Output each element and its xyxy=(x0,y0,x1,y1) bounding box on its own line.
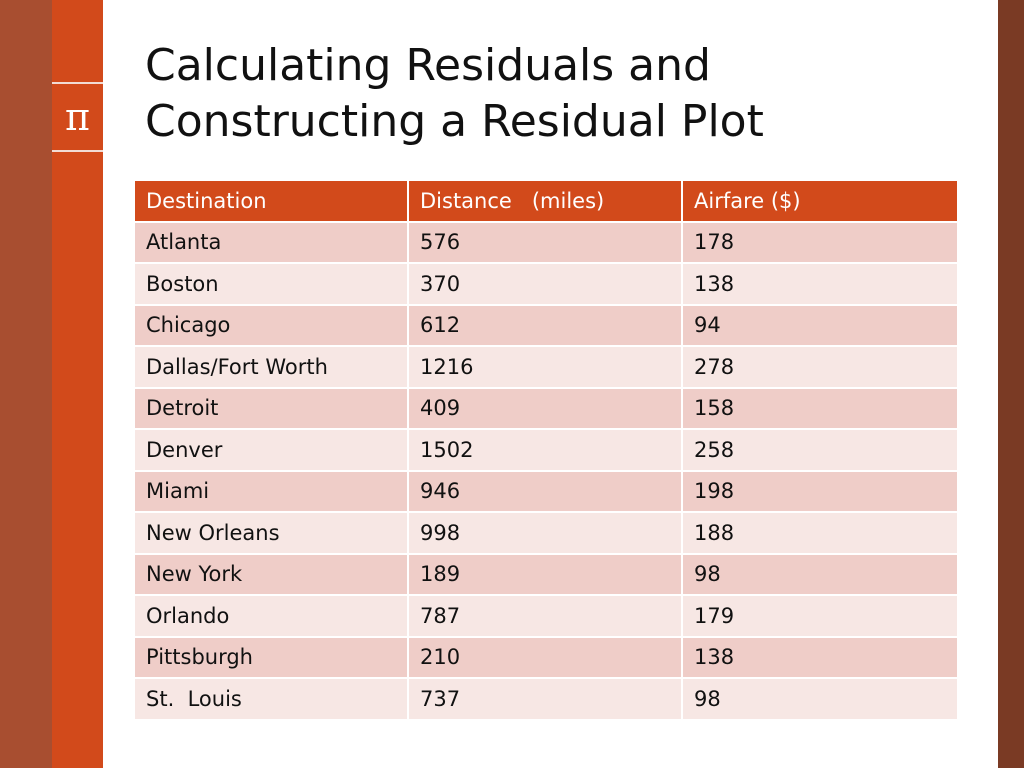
header-distance: Distance (miles) xyxy=(407,179,683,223)
cell-distance: 189 xyxy=(407,552,683,596)
table-row: Atlanta 576 178 xyxy=(133,220,959,264)
cell-airfare: 98 xyxy=(681,677,959,721)
cell-distance: 787 xyxy=(407,594,683,638)
table-row: New York 189 98 xyxy=(133,552,959,596)
cell-destination: Miami xyxy=(133,469,409,513)
cell-distance: 409 xyxy=(407,386,683,430)
table-row: New Orleans 998 188 xyxy=(133,511,959,555)
cell-destination: Pittsburgh xyxy=(133,635,409,679)
table-row: Dallas/Fort Worth 1216 278 xyxy=(133,345,959,389)
cell-distance: 1216 xyxy=(407,345,683,389)
cell-airfare: 179 xyxy=(681,594,959,638)
table-row: Orlando 787 179 xyxy=(133,594,959,638)
cell-destination: Orlando xyxy=(133,594,409,638)
title-line-2: Constructing a Residual Plot xyxy=(145,96,764,147)
cell-destination: Dallas/Fort Worth xyxy=(133,345,409,389)
cell-destination: Boston xyxy=(133,262,409,306)
title-line-1: Calculating Residuals and xyxy=(145,40,711,91)
cell-destination: St. Louis xyxy=(133,677,409,721)
page-title: Calculating Residuals and Constructing a… xyxy=(145,38,965,150)
table-row: Chicago 612 94 xyxy=(133,303,959,347)
pi-icon: π xyxy=(65,95,90,139)
cell-airfare: 94 xyxy=(681,303,959,347)
cell-distance: 998 xyxy=(407,511,683,555)
table-row: Detroit 409 158 xyxy=(133,386,959,430)
airfare-table: Destination Distance (miles) Airfare ($)… xyxy=(133,179,959,721)
cell-distance: 210 xyxy=(407,635,683,679)
cell-distance: 576 xyxy=(407,220,683,264)
table-header-row: Destination Distance (miles) Airfare ($) xyxy=(133,179,959,223)
cell-destination: Chicago xyxy=(133,303,409,347)
cell-airfare: 278 xyxy=(681,345,959,389)
cell-distance: 1502 xyxy=(407,428,683,472)
cell-airfare: 138 xyxy=(681,635,959,679)
table-row: St. Louis 737 98 xyxy=(133,677,959,721)
header-airfare: Airfare ($) xyxy=(681,179,959,223)
cell-airfare: 198 xyxy=(681,469,959,513)
cell-airfare: 158 xyxy=(681,386,959,430)
left-decorative-bar xyxy=(0,0,52,768)
table-row: Miami 946 198 xyxy=(133,469,959,513)
table-row: Pittsburgh 210 138 xyxy=(133,635,959,679)
right-decorative-bar xyxy=(998,0,1024,768)
cell-destination: Denver xyxy=(133,428,409,472)
table-row: Denver 1502 258 xyxy=(133,428,959,472)
cell-distance: 737 xyxy=(407,677,683,721)
cell-airfare: 258 xyxy=(681,428,959,472)
cell-airfare: 138 xyxy=(681,262,959,306)
cell-destination: New Orleans xyxy=(133,511,409,555)
cell-destination: Detroit xyxy=(133,386,409,430)
cell-destination: New York xyxy=(133,552,409,596)
cell-airfare: 178 xyxy=(681,220,959,264)
cell-destination: Atlanta xyxy=(133,220,409,264)
cell-airfare: 98 xyxy=(681,552,959,596)
left-accent-bar xyxy=(52,0,103,768)
header-destination: Destination xyxy=(133,179,409,223)
cell-airfare: 188 xyxy=(681,511,959,555)
cell-distance: 946 xyxy=(407,469,683,513)
cell-distance: 370 xyxy=(407,262,683,306)
accent-divider-top xyxy=(52,82,103,84)
cell-distance: 612 xyxy=(407,303,683,347)
table-row: Boston 370 138 xyxy=(133,262,959,306)
accent-divider-bottom xyxy=(52,150,103,152)
